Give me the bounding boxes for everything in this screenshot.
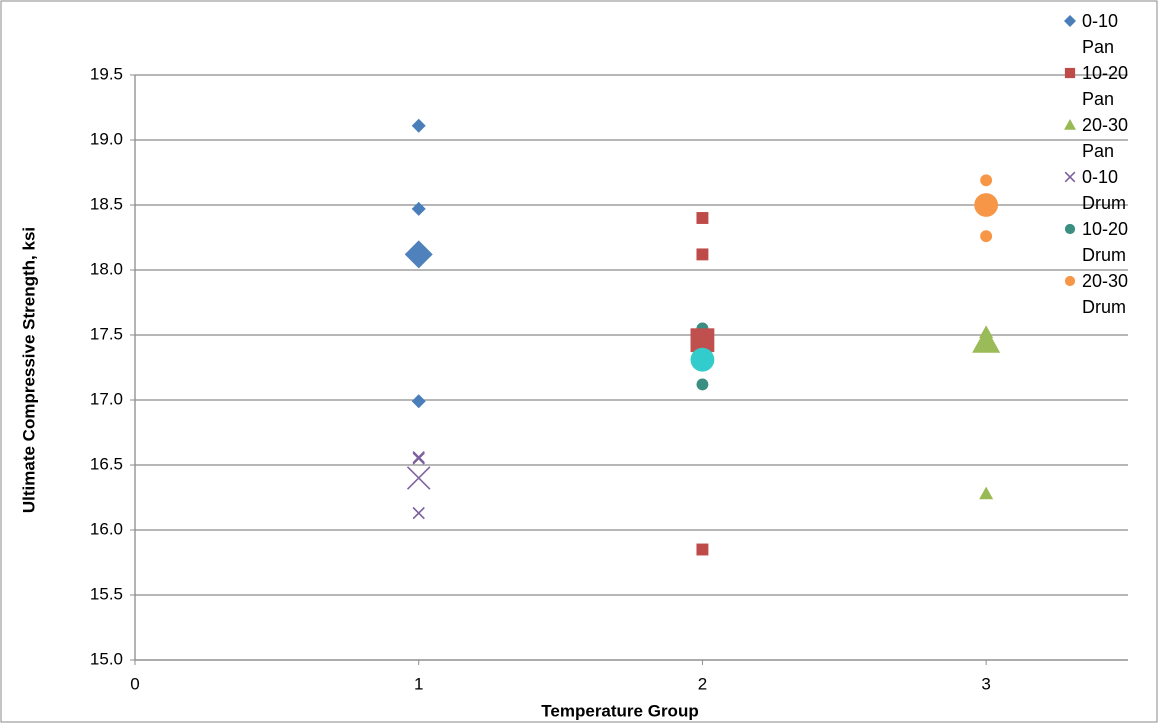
y-tick-label: 15.5 [90, 584, 123, 603]
legend: 0-10 Pan 10-20 Pan 20-30 Pan 0-10 Drum 10-20… [1062, 8, 1152, 320]
legend-item: 0-10 Drum [1062, 164, 1144, 216]
point [979, 486, 994, 500]
x-axis-title: Temperature Group [541, 701, 698, 720]
point [1064, 119, 1076, 130]
y-tick-label: 16.0 [90, 519, 123, 538]
legend-icon [1064, 15, 1076, 27]
legend-label: 10-20 Drum [1082, 219, 1129, 265]
legend-item: 0-10 Pan [1062, 8, 1144, 60]
point [1064, 15, 1076, 27]
point [1064, 67, 1076, 79]
x-tick-label: 3 [981, 674, 990, 693]
point [690, 328, 715, 353]
y-tick-label: 18.5 [90, 194, 123, 213]
point [406, 466, 431, 490]
legend-item: 20-30 Pan [1062, 112, 1144, 164]
x-tick-label: 2 [698, 674, 707, 693]
point [411, 201, 426, 216]
point [1064, 275, 1076, 287]
legend-item: 20-30 Drum [1062, 268, 1144, 320]
point [974, 193, 999, 217]
y-tick-label: 16.5 [90, 454, 123, 473]
point [412, 451, 425, 464]
legend-icon [1064, 275, 1076, 287]
legend-item: 10-20 Pan [1062, 60, 1144, 112]
point [412, 452, 425, 465]
legend-icon [1064, 119, 1076, 130]
point [411, 394, 426, 409]
y-tick-label: 17.5 [90, 324, 123, 343]
point [404, 240, 433, 269]
legend-label: 0-10 Pan [1082, 11, 1119, 57]
point [696, 212, 709, 224]
y-axis-title: Ultimate Compressive Strength, ksi [19, 227, 38, 513]
point [412, 506, 425, 520]
legend-label: 10-20 Pan [1082, 63, 1129, 109]
legend-label: 20-30 Drum [1082, 271, 1129, 317]
legend-item: 10-20 Drum [1062, 216, 1144, 268]
x-tick-label: 0 [130, 674, 139, 693]
legend-icon [1064, 67, 1076, 79]
point [690, 347, 715, 372]
y-tick-label: 15.0 [90, 649, 123, 668]
y-tick-label: 19.0 [90, 129, 123, 148]
point [696, 378, 709, 391]
point [411, 118, 426, 133]
y-tick-label: 17.0 [90, 389, 123, 408]
legend-icon [1064, 223, 1076, 235]
legend-icon [1064, 171, 1076, 183]
point [696, 543, 709, 556]
point [1064, 223, 1076, 235]
point [972, 327, 1001, 353]
point [1064, 171, 1076, 183]
y-tick-label: 18.0 [90, 259, 123, 278]
legend-label: 20-30 Pan [1082, 115, 1129, 161]
x-tick-label: 1 [414, 674, 423, 693]
y-tick-label: 19.5 [90, 64, 123, 83]
point [980, 230, 993, 243]
legend-label: 0-10 Drum [1082, 167, 1126, 213]
point [980, 174, 993, 187]
point [696, 248, 709, 261]
